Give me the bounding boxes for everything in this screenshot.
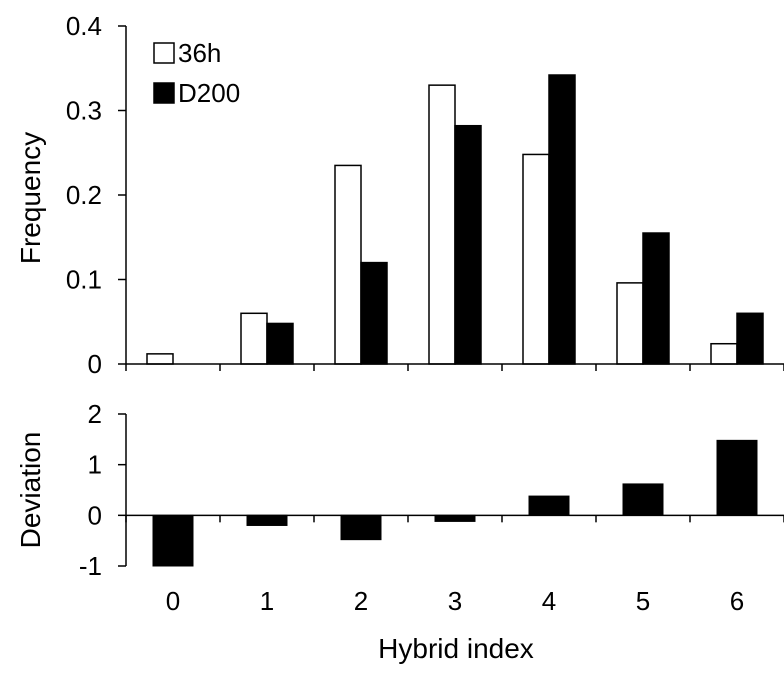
frequency-y-tick-label: 0.1	[66, 265, 102, 295]
deviation-axis-title: Deviation	[15, 432, 46, 549]
frequency-y-tick-label: 0.2	[66, 180, 102, 210]
legend-swatch-D200	[153, 82, 175, 104]
frequency-y-tick-label: 0	[88, 349, 102, 379]
hybrid-index-tick-label: 4	[542, 586, 556, 616]
legend: 36h D200	[153, 38, 240, 108]
deviation-y-tick-label: 2	[88, 399, 102, 429]
hybrid-index-tick-label: 6	[730, 586, 744, 616]
bar-36h-3	[428, 84, 456, 365]
deviation-y-tick-label: -1	[79, 551, 102, 581]
bar-36h-6	[710, 342, 738, 365]
hybrid-index-tick-label: 5	[636, 586, 650, 616]
legend-label-36h: 36h	[178, 38, 221, 68]
deviation-bar-2	[340, 514, 382, 541]
bar-D200-1	[266, 322, 294, 365]
bar-D200-3	[454, 124, 482, 365]
bar-D200-6	[736, 312, 764, 365]
legend-swatch-36h	[153, 42, 175, 64]
bar-D200-5	[642, 232, 670, 365]
hybrid-index-tick-label: 0	[166, 586, 180, 616]
bar-36h-4	[522, 153, 550, 365]
hybrid-index-axis-title: Hybrid index	[378, 633, 534, 664]
legend-label-D200: D200	[178, 78, 240, 108]
frequency-axis-title: Frequency	[15, 132, 46, 264]
hybrid-index-tick-label: 3	[448, 586, 462, 616]
frequency-y-tick-label: 0.4	[66, 11, 102, 41]
hybrid-index-tick-label: 2	[354, 586, 368, 616]
frequency-panel: 0 0.1 0.2 0.3 0.4	[66, 11, 784, 379]
hybrid-index-tick-label: 1	[260, 586, 274, 616]
deviation-bar-4	[528, 495, 570, 516]
bar-36h-5	[616, 282, 644, 365]
bar-36h-0	[146, 353, 174, 365]
deviation-bar-0	[152, 514, 194, 567]
deviation-y-tick-label: 0	[88, 500, 102, 530]
frequency-y-tick-label: 0.3	[66, 96, 102, 126]
bar-D200-4	[548, 74, 576, 365]
deviation-bar-1	[246, 514, 288, 526]
deviation-panel: -1 0 1 2 0 1 2 3 4 5 6	[79, 399, 784, 616]
deviation-bar-6	[716, 439, 758, 516]
deviation-bar-3	[434, 514, 476, 522]
bar-36h-1	[240, 312, 268, 365]
deviation-y-tick-label: 1	[88, 450, 102, 480]
bar-D200-2	[360, 261, 388, 365]
deviation-bar-5	[622, 483, 664, 516]
bar-36h-2	[334, 164, 362, 365]
